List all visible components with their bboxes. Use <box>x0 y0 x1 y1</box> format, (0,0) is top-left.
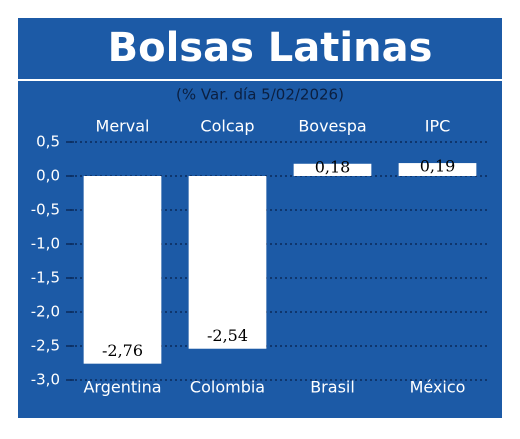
y-tick-label: -2,5 <box>31 337 60 355</box>
value-label: -2,54 <box>207 326 248 345</box>
y-tick-label: -3,0 <box>31 371 60 389</box>
bar <box>188 176 267 349</box>
x-tick-label: México <box>410 378 466 397</box>
y-tick-label: -1,0 <box>31 235 60 253</box>
index-name: Merval <box>96 117 150 136</box>
value-label: 0,18 <box>315 157 351 176</box>
y-tick-label: 0,0 <box>36 167 60 185</box>
value-label: -2,76 <box>102 341 143 360</box>
index-name: Bovespa <box>298 117 366 136</box>
y-tick-label: -1,5 <box>31 269 60 287</box>
x-tick-label: Colombia <box>190 378 265 397</box>
chart-title: Bolsas Latinas <box>108 25 433 71</box>
index-name: Colcap <box>200 117 254 136</box>
y-tick-label: 0,5 <box>36 133 60 151</box>
index-name: IPC <box>425 117 451 136</box>
x-tick-label: Brasil <box>310 378 355 397</box>
value-label: 0,19 <box>420 157 456 176</box>
y-tick-label: -0,5 <box>31 201 60 219</box>
x-tick-label: Argentina <box>83 378 161 397</box>
y-tick-label: -2,0 <box>31 303 60 321</box>
bar <box>398 163 477 176</box>
bar <box>83 176 162 364</box>
bar <box>293 163 372 176</box>
chart-subtitle: (% Var. día 5/02/2026) <box>176 86 344 104</box>
